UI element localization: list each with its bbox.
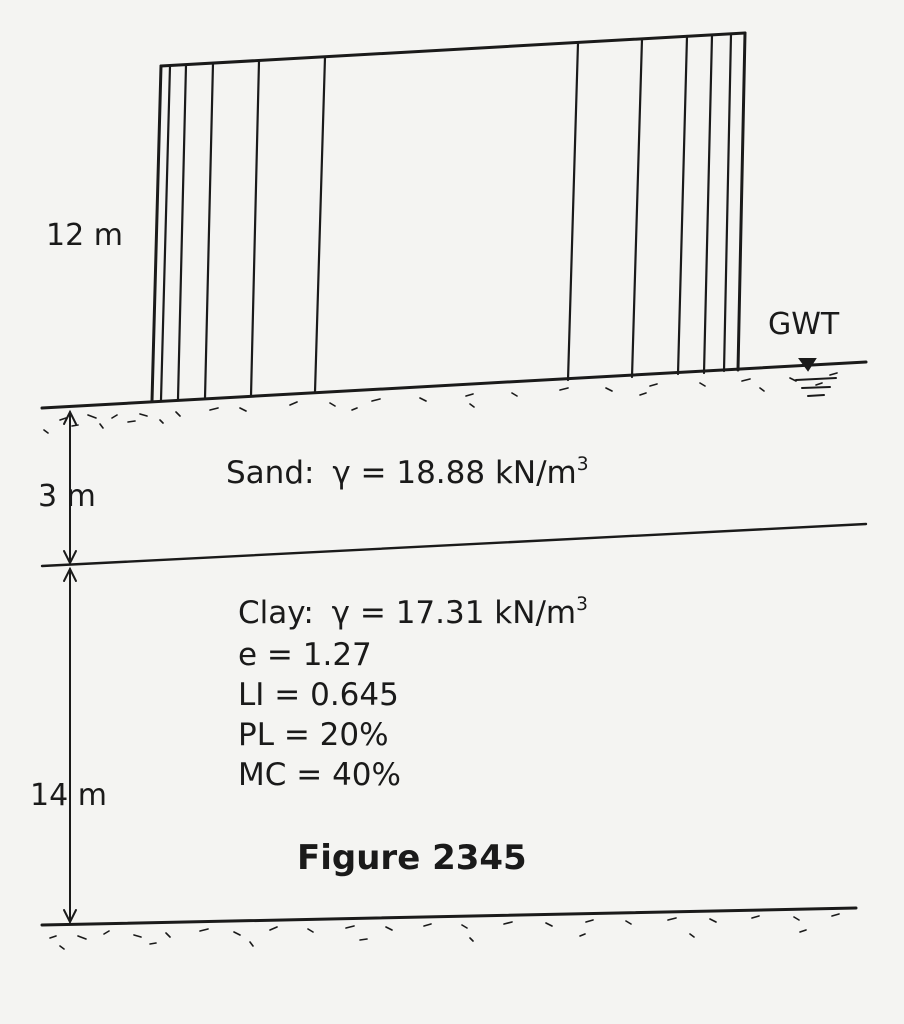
ground-surface-line	[40, 360, 868, 410]
sand-unit-exponent: 3	[576, 454, 589, 475]
sand-clay-interface-line	[40, 522, 868, 568]
clay-thickness-dimension	[63, 566, 77, 925]
clay-moisture-content: MC = 40%	[238, 757, 401, 793]
clay-plastic-limit: PL = 20%	[238, 717, 389, 753]
clay-thickness-label: 14 m	[30, 778, 107, 813]
sand-gamma-symbol: γ	[332, 455, 351, 491]
clay-base-line	[40, 906, 858, 927]
clay-void-ratio: e = 1.27	[238, 637, 372, 673]
sand-thickness-dimension	[63, 409, 77, 566]
figure-caption: Figure 2345	[297, 838, 527, 878]
sand-name: Sand:	[226, 455, 315, 491]
clay-gamma-symbol: γ	[331, 595, 351, 631]
sand-thickness-label: 3 m	[38, 479, 96, 514]
clay-liquidity-index: LI = 0.645	[238, 677, 399, 713]
clay-properties: Clay: γ = 17.31 kN/m3 e = 1.27 LI = 0.64…	[238, 595, 588, 793]
base-hatching	[49, 913, 840, 950]
sand-gamma-value: = 18.88 kN/m	[360, 455, 577, 491]
building	[150, 31, 747, 403]
clay-gamma-value: = 17.31 kN/m	[359, 595, 577, 631]
clay-unit-exponent: 3	[576, 594, 588, 615]
sand-properties: Sand: γ = 18.88 kN/m3	[226, 455, 589, 491]
clay-name: Clay:	[238, 595, 314, 631]
building-height-label: 12 m	[46, 218, 123, 253]
ground-hatching	[43, 372, 838, 434]
gwt-label: GWT	[768, 307, 840, 342]
water-table-symbol	[795, 358, 837, 397]
